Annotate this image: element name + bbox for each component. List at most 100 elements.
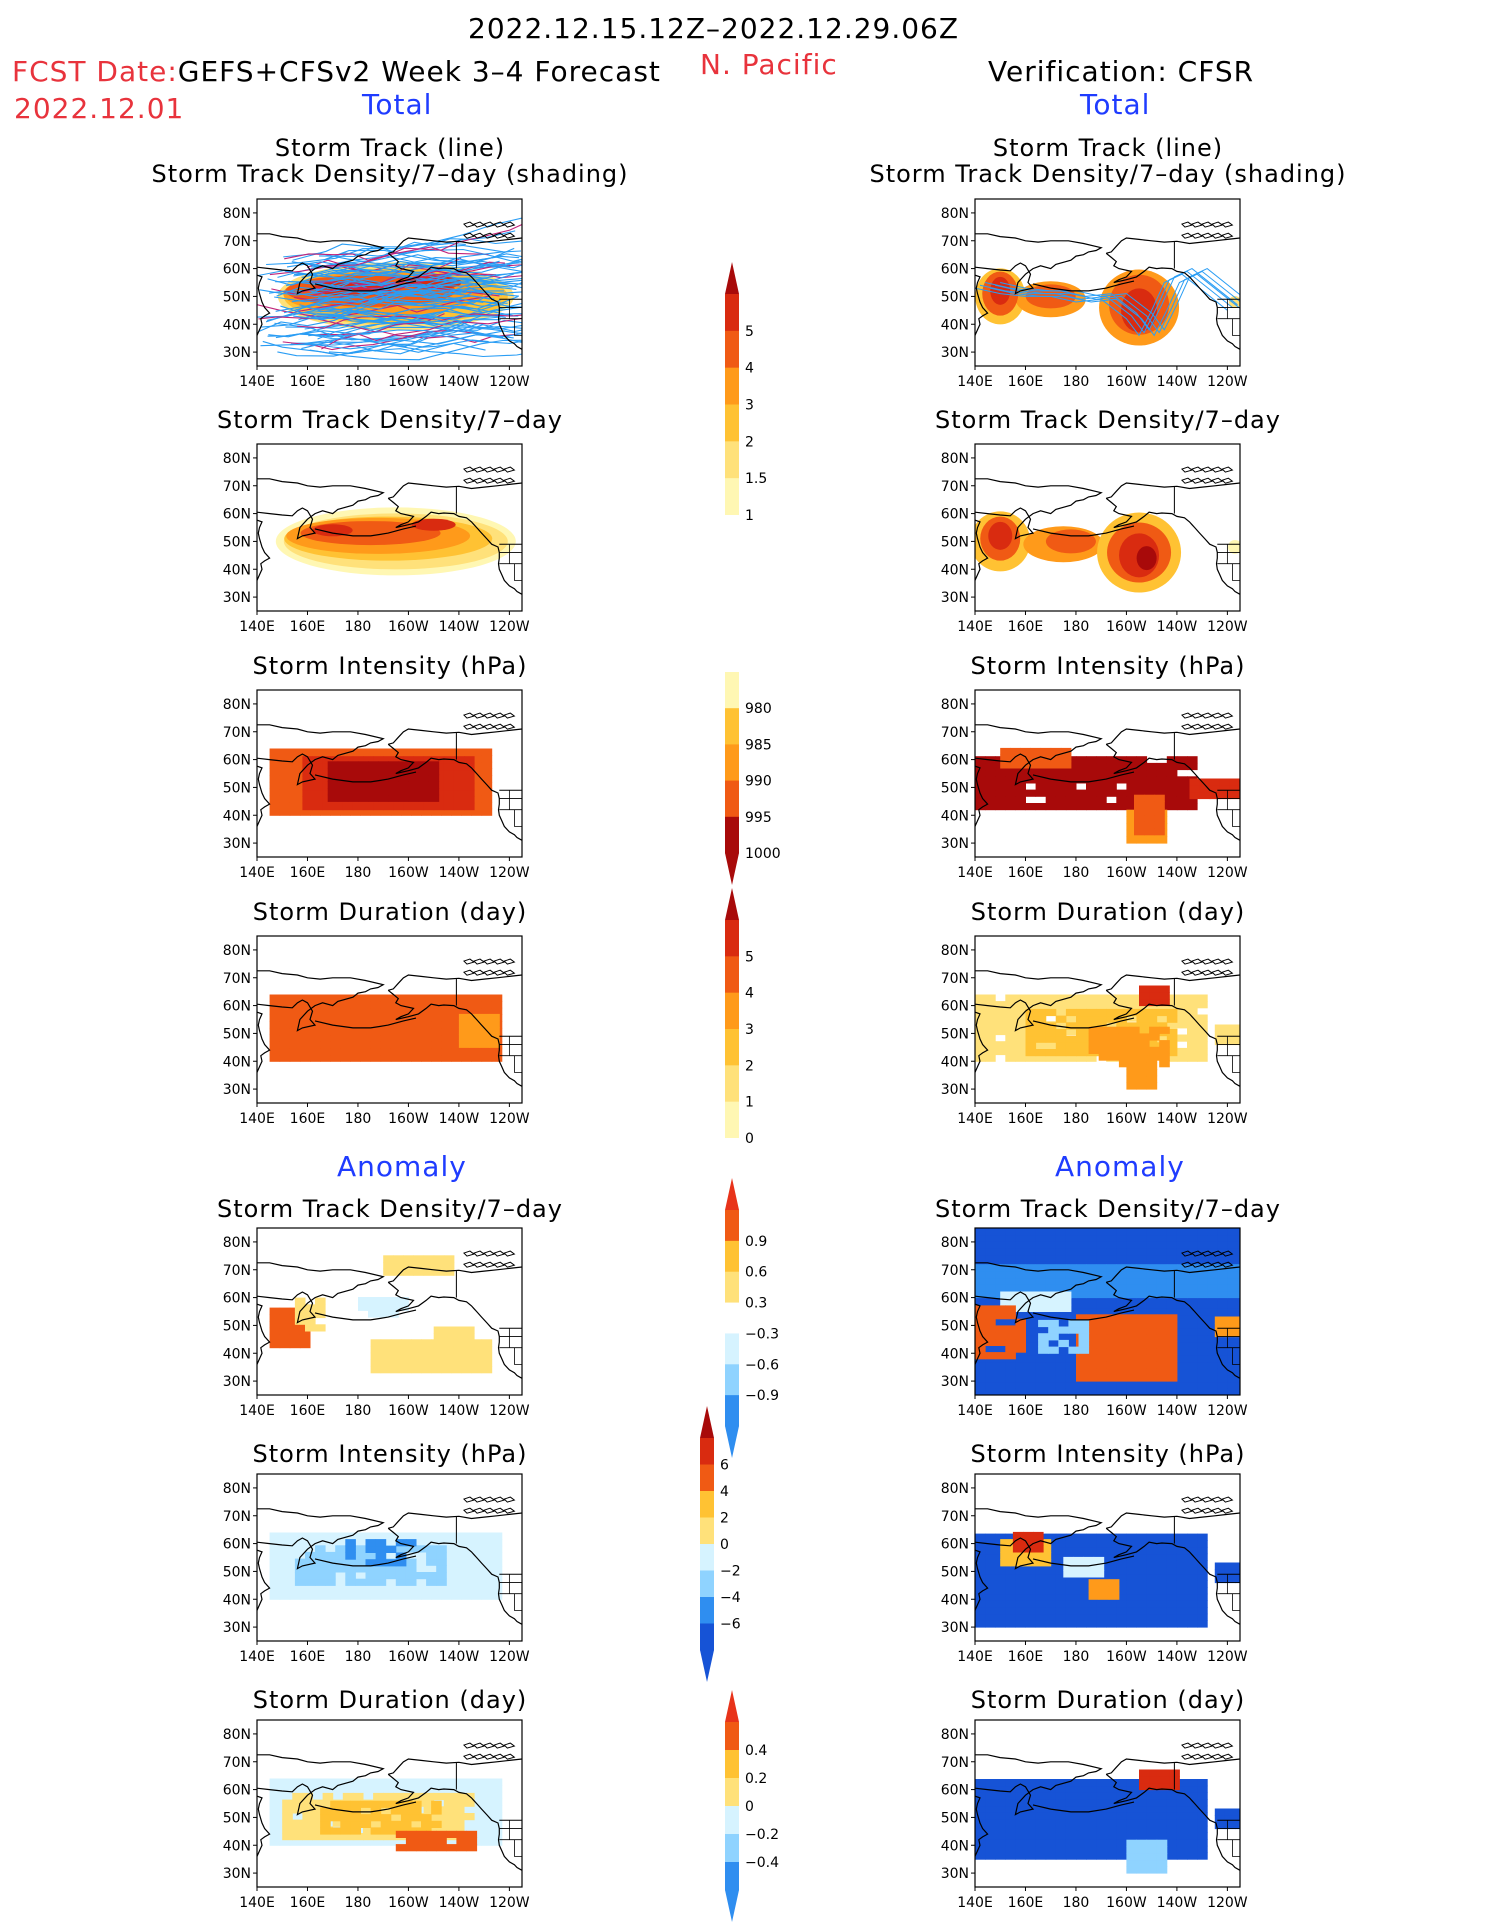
shade-cell [279,1334,291,1342]
shade-cell [302,756,313,764]
shade-cell [441,1352,452,1360]
shade-cell [491,1565,503,1574]
shade-cell [985,1325,996,1333]
shade-cell [1217,1248,1228,1256]
shade-cell [411,1346,422,1354]
shade-cell [312,769,324,777]
shade-cell [1086,776,1097,784]
shade-cell [1055,1825,1067,1833]
shade-cell [1055,796,1067,804]
left-intensity-title: Storm Intensity (hPa) [252,652,528,680]
shade-cell [289,1047,301,1056]
shade-cell [383,1262,394,1270]
island [1201,723,1214,730]
shade-cell [1187,1825,1198,1833]
lat-label: 60N [223,753,251,769]
lat-label: 40N [223,1054,251,1070]
shade-cell [975,1338,986,1346]
shade-cell [269,994,281,1002]
state-borders [499,1036,522,1073]
shade-cell [358,767,369,776]
island [503,712,516,719]
shade-cell [1156,1567,1168,1575]
shade-cell [1005,1312,1016,1320]
shade-cell [1146,1593,1158,1601]
shade-cell [1035,803,1047,811]
shade-cell [1005,1779,1016,1787]
shade-cell [1126,762,1137,771]
shade-cell [378,1303,389,1311]
shade-cell [985,1832,996,1840]
shade-cell [1025,1607,1037,1615]
lat-label: 40N [941,808,969,824]
shade-cell [1146,1075,1158,1083]
shade-cell [443,1826,455,1834]
shade-cell [1076,1270,1087,1279]
shade-cell [1197,1832,1208,1840]
shade-cell [421,1339,432,1347]
shade-cell [995,776,1006,784]
island [473,1250,486,1257]
lon-label: 180 [1063,1111,1090,1127]
shade-cell [330,1791,341,1799]
shade-cell [1076,1540,1087,1548]
lon-label: 160E [290,1403,326,1419]
shade-cell [1000,1298,1011,1306]
shade-cell [1136,1069,1148,1077]
shade-cell [1176,1284,1188,1292]
shade-cell [330,1014,341,1022]
shade-cell [365,1572,377,1580]
shade-cell [995,1607,1006,1615]
shade-cell [1176,1580,1188,1588]
shade-cell [1086,1264,1097,1272]
shade-cell [1065,1054,1077,1062]
shade-cell [282,1833,293,1841]
map-content [975,1496,1240,1628]
shade-cell [279,1047,291,1056]
total-left-label: Total [362,88,433,121]
shade-cell [1096,756,1107,764]
lat-label: 30N [941,590,969,606]
shade-cell [443,1813,455,1821]
shade-cell [1025,1825,1037,1833]
shade-cell [1166,1381,1178,1389]
shade-cell [1096,1546,1107,1555]
shade-cell [332,1819,344,1827]
shade-cell [1106,1248,1117,1256]
shade-cell [1156,1381,1168,1389]
colorbar-label: 1.5 [745,471,767,487]
shade-cell [1197,1241,1208,1249]
shade-cell [1176,1812,1188,1820]
shade-cell [400,1034,412,1042]
shade-cell [1126,1567,1137,1575]
storm-track-line [330,261,522,288]
shade-cell [1187,1533,1198,1541]
shade-cell [1000,747,1011,756]
shade-cell [1146,1533,1158,1541]
storm-track-line [321,317,522,350]
shade-cell [360,994,372,1002]
map-frame [974,198,1241,367]
shade-cell [400,1359,412,1367]
shade-cell [1126,1832,1137,1840]
shade-cell [1146,1347,1158,1355]
shade-cell [1149,1782,1160,1791]
shade-cell [1065,1533,1077,1541]
shade-cell [1176,1007,1188,1015]
lon-label: 140E [239,865,275,881]
shade-cell [441,748,452,756]
shade-cell [1235,1323,1240,1331]
shade-cell [1025,1567,1037,1575]
shade-cell [443,1346,455,1354]
shade-cell [269,1831,281,1840]
shade-cell [1146,1354,1158,1362]
shade-cell [1116,1845,1127,1853]
shade-cell [385,1565,397,1573]
shade-cell [370,1339,382,1347]
shade-cell [1176,1819,1188,1827]
shade-cell [1156,1347,1168,1355]
shade-cell [1187,1284,1198,1292]
island [473,712,486,719]
shade-cell [1096,1015,1107,1023]
